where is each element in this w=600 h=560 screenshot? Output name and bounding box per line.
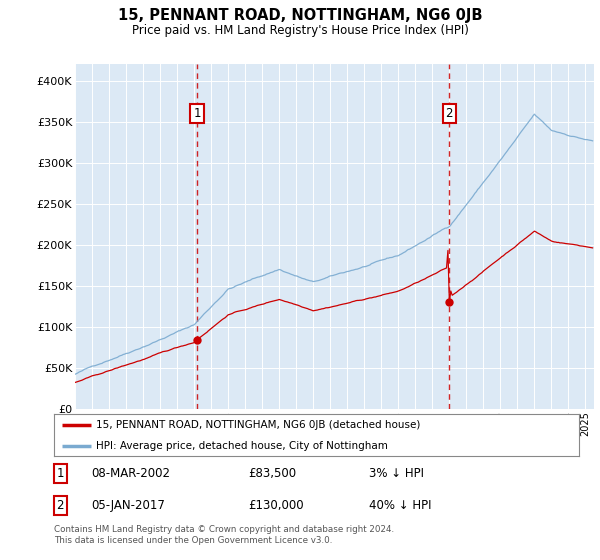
Text: Price paid vs. HM Land Registry's House Price Index (HPI): Price paid vs. HM Land Registry's House …: [131, 24, 469, 36]
Text: HPI: Average price, detached house, City of Nottingham: HPI: Average price, detached house, City…: [96, 441, 388, 451]
Text: 2: 2: [56, 499, 64, 512]
Text: £130,000: £130,000: [248, 499, 304, 512]
Text: 08-MAR-2002: 08-MAR-2002: [91, 467, 170, 480]
Text: 40% ↓ HPI: 40% ↓ HPI: [369, 499, 431, 512]
Text: 2: 2: [446, 107, 453, 120]
Text: 1: 1: [56, 467, 64, 480]
Text: 3% ↓ HPI: 3% ↓ HPI: [369, 467, 424, 480]
Text: Contains HM Land Registry data © Crown copyright and database right 2024.
This d: Contains HM Land Registry data © Crown c…: [54, 525, 394, 545]
Text: 15, PENNANT ROAD, NOTTINGHAM, NG6 0JB (detached house): 15, PENNANT ROAD, NOTTINGHAM, NG6 0JB (d…: [96, 420, 421, 430]
Text: 05-JAN-2017: 05-JAN-2017: [91, 499, 164, 512]
Text: 1: 1: [193, 107, 201, 120]
Text: 15, PENNANT ROAD, NOTTINGHAM, NG6 0JB: 15, PENNANT ROAD, NOTTINGHAM, NG6 0JB: [118, 8, 482, 24]
Text: £83,500: £83,500: [248, 467, 296, 480]
